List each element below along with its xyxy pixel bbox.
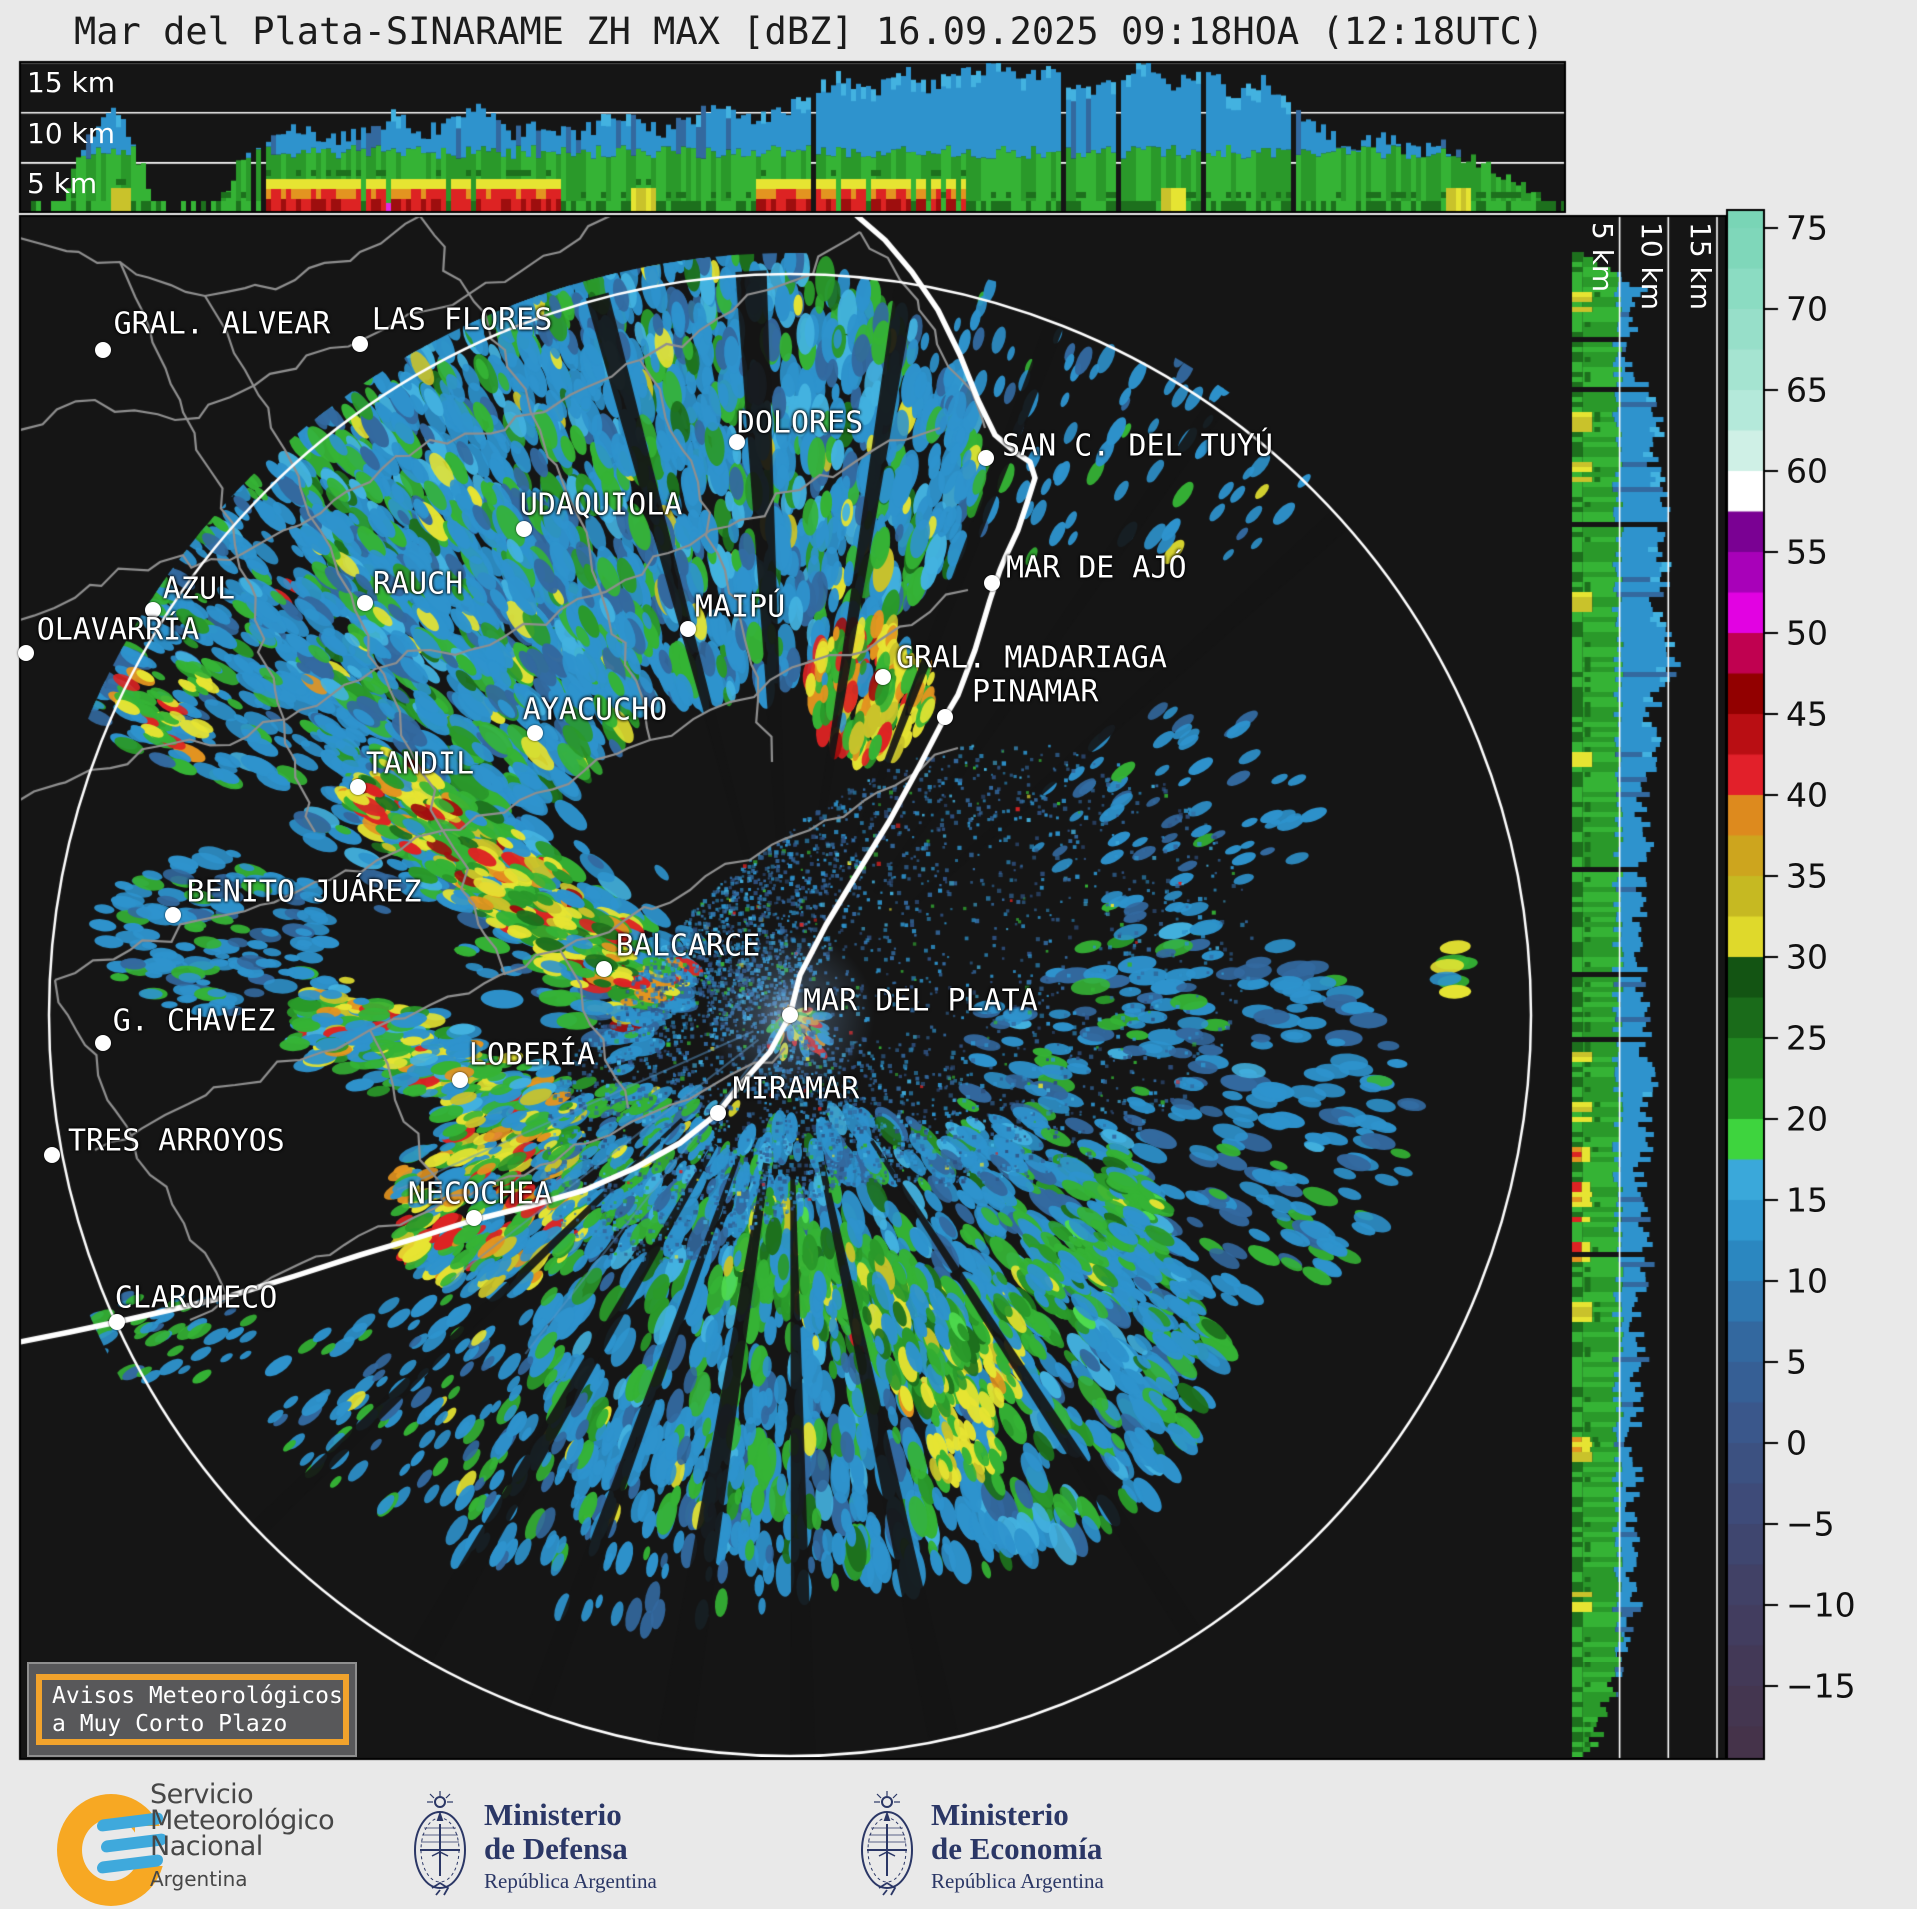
- city-dot-udaquiola: [516, 521, 532, 537]
- city-dot-g-chavez: [95, 1035, 111, 1051]
- city-label-balcarce: BALCARCE: [615, 928, 761, 964]
- coat-of-arms-icon: [414, 1791, 466, 1896]
- page-title: Mar del Plata-SINARAME ZH MAX [dBZ] 16.0…: [74, 10, 1545, 53]
- top-xs-label-10km: 10 km: [27, 117, 116, 150]
- colorbar-tick-minus10: −10: [1786, 1585, 1856, 1625]
- city-label-maip-: MAIPÚ: [694, 589, 786, 625]
- city-label-mar-del-plata: MAR DEL PLATA: [803, 983, 1038, 1019]
- city-label-lober-a: LOBERÍA: [468, 1037, 596, 1073]
- smn-line-1: Servicio: [150, 1779, 254, 1810]
- city-dot-gral-madariaga: [875, 669, 891, 685]
- colorbar-tick-45: 45: [1786, 694, 1828, 734]
- city-dot-dolores: [729, 434, 745, 450]
- city-dot-olavarr-a: [18, 645, 34, 661]
- colorbar-tick-30: 30: [1786, 937, 1828, 977]
- city-dot-benito-ju-rez: [165, 907, 181, 923]
- city-dot-miramar: [710, 1105, 726, 1121]
- short-term-warnings-badge-inner: Avisos Meteorológicos a Muy Corto Plazo: [36, 1674, 349, 1745]
- economia-line-1: Ministerio: [931, 1797, 1069, 1832]
- colorbar-tick-20: 20: [1786, 1099, 1828, 1139]
- colorbar-tick-25: 25: [1786, 1018, 1828, 1058]
- smn-line-2: Meteorológico: [150, 1805, 335, 1836]
- footer: Servicio Meteorológico Nacional Argentin…: [0, 1780, 1917, 1909]
- smn-logo: [55, 1790, 169, 1906]
- city-label-udaquiola: UDAQUIOLA: [519, 487, 683, 523]
- city-dot-gral-alvear: [95, 342, 111, 358]
- city-dot-balcarce: [596, 961, 612, 977]
- city-dot-rauch: [357, 595, 373, 611]
- city-dot-mar-de-aj-: [984, 575, 1000, 591]
- ministerio-defensa-logo: Ministerio de Defensa República Argentin…: [408, 1780, 738, 1909]
- right-xs-label-10km: 10 km: [1635, 222, 1668, 311]
- city-dot-azul: [145, 602, 161, 618]
- smn-wordmark: Servicio Meteorológico Nacional Argentin…: [150, 1779, 335, 1892]
- colorbar-tick-35: 35: [1786, 856, 1828, 896]
- right-xs-label-5km: 5 km: [1586, 222, 1619, 293]
- city-label-pinamar: PINAMAR: [972, 674, 1099, 710]
- city-label-san-c-del-tuy-: SAN C. DEL TUYÚ: [1002, 428, 1273, 464]
- city-label-claromeco: CLAROMECO: [114, 1280, 278, 1316]
- city-dot-necochea: [466, 1210, 482, 1226]
- city-dot-san-c-del-tuy-: [978, 450, 994, 466]
- city-dot-tres-arroyos: [44, 1147, 60, 1163]
- right-xs-label-15km: 15 km: [1684, 222, 1717, 311]
- city-label-g-chavez: G. CHAVEZ: [112, 1003, 276, 1039]
- city-label-gral-alvear: GRAL. ALVEAR: [113, 306, 331, 342]
- city-label-olavarr-a: OLAVARRÍA: [36, 612, 200, 648]
- economia-line-2: de Economía: [931, 1831, 1103, 1866]
- city-dot-maip-: [680, 621, 696, 637]
- warning-line-2: a Muy Corto Plazo: [52, 1710, 288, 1737]
- city-label-necochea: NECOCHEA: [407, 1176, 553, 1212]
- city-label-miramar: MIRAMAR: [732, 1071, 860, 1107]
- defensa-subline: República Argentina: [484, 1869, 657, 1893]
- colorbar-tick-75: 75: [1786, 208, 1828, 248]
- city-label-rauch: RAUCH: [372, 566, 464, 602]
- city-dot-ayacucho: [527, 725, 543, 741]
- city-label-las-flores: LAS FLORES: [371, 302, 553, 338]
- colorbar-tick-15: 15: [1786, 1180, 1828, 1220]
- city-dot-las-flores: [352, 336, 368, 352]
- city-label-tandil: TANDIL: [365, 746, 475, 782]
- city-dot-lober-a: [452, 1072, 468, 1088]
- colorbar-tick-minus5: −5: [1786, 1504, 1835, 1544]
- colorbar-tick-minus15: −15: [1786, 1666, 1856, 1706]
- economia-subline: República Argentina: [931, 1869, 1104, 1893]
- city-label-azul: AZUL: [162, 571, 236, 607]
- colorbar-tick-65: 65: [1786, 370, 1828, 410]
- colorbar-tick-10: 10: [1786, 1261, 1828, 1301]
- city-dot-pinamar: [937, 709, 953, 725]
- city-dot-tandil: [350, 779, 366, 795]
- colorbar-tick-50: 50: [1786, 613, 1828, 653]
- smn-line-3: Nacional: [150, 1831, 263, 1862]
- defensa-line-2: de Defensa: [484, 1831, 628, 1866]
- ministerio-economia-logo: Ministerio de Economía República Argenti…: [855, 1780, 1195, 1909]
- city-label-ayacucho: AYACUCHO: [522, 692, 668, 728]
- city-label-tres-arroyos: TRES ARROYOS: [68, 1123, 285, 1159]
- top-xs-label-5km: 5 km: [27, 167, 98, 200]
- colorbar-tick-40: 40: [1786, 775, 1828, 815]
- colorbar-tick-70: 70: [1786, 289, 1828, 329]
- colorbar-tick-60: 60: [1786, 451, 1828, 491]
- warning-line-1: Avisos Meteorológicos: [52, 1682, 343, 1709]
- city-label-gral-madariaga: GRAL. MADARIAGA: [896, 640, 1167, 676]
- colorbar-tick-0: 0: [1786, 1423, 1807, 1463]
- city-label-mar-de-aj-: MAR DE AJÓ: [1006, 550, 1187, 586]
- top-xs-label-15km: 15 km: [27, 66, 116, 99]
- city-label-dolores: DOLORES: [736, 405, 864, 441]
- city-dot-mar-del-plata: [782, 1007, 798, 1023]
- smn-subline: Argentina: [150, 1867, 248, 1891]
- short-term-warnings-badge: Avisos Meteorológicos a Muy Corto Plazo: [27, 1662, 357, 1757]
- city-label-benito-ju-rez: BENITO JUÁREZ: [186, 874, 422, 910]
- defensa-line-1: Ministerio: [484, 1797, 622, 1832]
- city-dot-claromeco: [109, 1314, 125, 1330]
- colorbar-tick-5: 5: [1786, 1342, 1807, 1382]
- colorbar-tick-55: 55: [1786, 532, 1828, 572]
- coat-of-arms-icon: [861, 1791, 913, 1896]
